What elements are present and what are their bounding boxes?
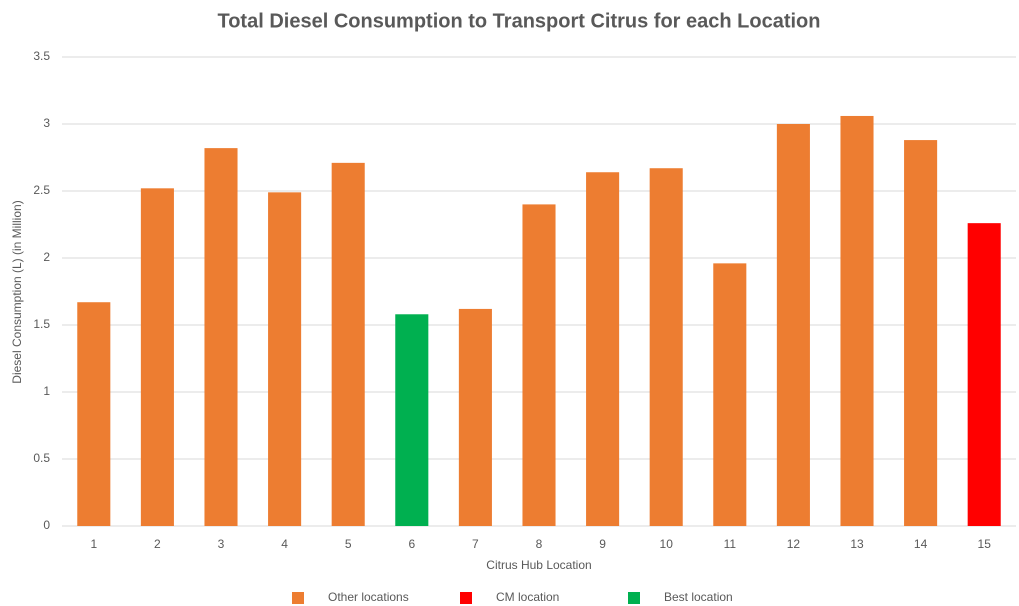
bar [395, 314, 429, 526]
legend-swatch [628, 592, 640, 604]
x-tick-label: 6 [408, 537, 415, 551]
y-tick-label: 0.5 [33, 451, 50, 465]
y-tick-label: 3.5 [33, 49, 50, 63]
y-tick-label: 3 [43, 116, 50, 130]
y-tick-label: 2 [43, 250, 50, 264]
x-tick-label: 8 [536, 537, 543, 551]
bar [967, 223, 1001, 526]
x-tick-label: 9 [599, 537, 606, 551]
bar [713, 263, 747, 526]
y-tick-label: 2.5 [33, 183, 50, 197]
bar [522, 204, 556, 526]
x-tick-label: 13 [850, 537, 864, 551]
bar [77, 302, 111, 526]
bar [840, 115, 874, 527]
legend-label: Other locations [328, 590, 409, 604]
bar [268, 192, 302, 526]
x-tick-label: 15 [978, 537, 992, 551]
bar [904, 140, 938, 526]
x-tick-label: 10 [660, 537, 674, 551]
x-tick-label: 7 [472, 537, 479, 551]
bar [140, 188, 174, 526]
x-tick-label: 2 [154, 537, 161, 551]
bar [458, 308, 492, 526]
x-axis-label: Citrus Hub Location [486, 558, 591, 572]
x-tick-label: 14 [914, 537, 928, 551]
y-tick-label: 0 [43, 518, 50, 532]
bar [204, 148, 238, 526]
chart-title: Total Diesel Consumption to Transport Ci… [217, 10, 820, 32]
bar [331, 162, 365, 527]
legend-swatch [460, 592, 472, 604]
y-axis-label: Diesel Consumption (L) (in Million) [10, 200, 24, 383]
bar [586, 172, 620, 527]
legend-label: CM location [496, 590, 559, 604]
bar [776, 124, 810, 526]
x-tick-label: 11 [724, 537, 737, 551]
x-tick-label: 1 [90, 537, 97, 551]
y-tick-label: 1 [43, 384, 50, 398]
bar [649, 168, 683, 526]
legend-label: Best location [664, 590, 733, 604]
x-tick-label: 4 [281, 537, 288, 551]
x-tick-label: 3 [218, 537, 225, 551]
x-tick-label: 12 [787, 537, 801, 551]
x-tick-label: 5 [345, 537, 352, 551]
y-tick-label: 1.5 [33, 317, 50, 331]
legend-swatch [292, 592, 304, 604]
